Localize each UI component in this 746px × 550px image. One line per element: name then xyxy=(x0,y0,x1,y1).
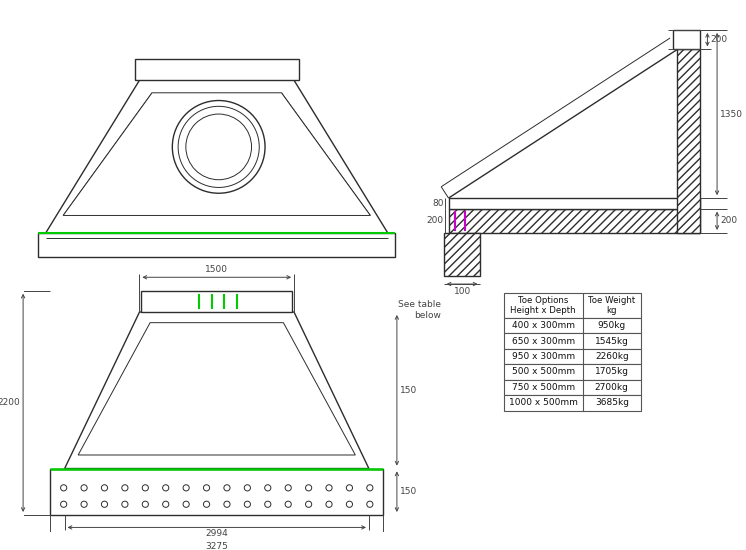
Circle shape xyxy=(81,485,87,491)
Bar xyxy=(677,50,700,233)
Text: 150: 150 xyxy=(400,487,417,496)
Circle shape xyxy=(183,485,189,491)
Text: 2260kg: 2260kg xyxy=(595,352,629,361)
Circle shape xyxy=(265,501,271,507)
Text: Toe Weight
kg: Toe Weight kg xyxy=(588,295,636,315)
Text: 2994: 2994 xyxy=(205,529,228,538)
Circle shape xyxy=(60,485,66,491)
Text: 1705kg: 1705kg xyxy=(595,367,629,376)
Bar xyxy=(504,349,641,364)
Circle shape xyxy=(183,501,189,507)
Circle shape xyxy=(265,485,271,491)
Circle shape xyxy=(326,501,332,507)
Bar xyxy=(38,233,395,257)
Text: 3685kg: 3685kg xyxy=(595,398,629,408)
Circle shape xyxy=(204,501,210,507)
Circle shape xyxy=(142,501,148,507)
Bar xyxy=(444,233,480,276)
Circle shape xyxy=(346,485,353,491)
Text: 950kg: 950kg xyxy=(598,321,626,330)
Text: See table
below: See table below xyxy=(398,300,441,320)
Circle shape xyxy=(163,501,169,507)
Bar xyxy=(504,379,641,395)
Circle shape xyxy=(244,501,251,507)
Text: 500 x 500mm: 500 x 500mm xyxy=(512,367,574,376)
Text: 1545kg: 1545kg xyxy=(595,337,629,345)
Bar xyxy=(504,333,641,349)
Text: 3275: 3275 xyxy=(205,542,228,550)
Text: 1350: 1350 xyxy=(720,109,743,119)
Text: 200: 200 xyxy=(710,35,727,44)
Text: 150: 150 xyxy=(400,386,417,395)
Circle shape xyxy=(122,485,128,491)
Circle shape xyxy=(178,106,260,188)
Circle shape xyxy=(101,501,107,507)
Bar xyxy=(135,59,299,80)
Bar xyxy=(142,291,292,312)
Text: 400 x 300mm: 400 x 300mm xyxy=(512,321,574,330)
Polygon shape xyxy=(78,323,355,455)
Text: 2200: 2200 xyxy=(0,398,20,408)
Bar xyxy=(504,318,641,333)
Circle shape xyxy=(142,485,148,491)
Text: 200: 200 xyxy=(720,216,737,225)
Circle shape xyxy=(186,114,251,180)
Text: 650 x 300mm: 650 x 300mm xyxy=(512,337,574,345)
Text: 100: 100 xyxy=(454,287,471,296)
Circle shape xyxy=(60,501,66,507)
Circle shape xyxy=(306,485,312,491)
Circle shape xyxy=(346,501,353,507)
Polygon shape xyxy=(46,80,388,233)
Circle shape xyxy=(172,101,265,193)
Text: 200: 200 xyxy=(427,216,444,225)
Bar xyxy=(448,208,700,233)
Bar xyxy=(504,293,641,318)
Circle shape xyxy=(122,501,128,507)
Circle shape xyxy=(101,485,107,491)
Bar xyxy=(504,395,641,410)
Bar xyxy=(673,30,700,50)
Bar xyxy=(448,198,700,208)
Circle shape xyxy=(244,485,251,491)
Circle shape xyxy=(204,485,210,491)
Circle shape xyxy=(224,501,230,507)
Text: 1500: 1500 xyxy=(205,266,228,274)
Polygon shape xyxy=(65,312,369,469)
Circle shape xyxy=(81,501,87,507)
Polygon shape xyxy=(63,93,370,216)
Circle shape xyxy=(285,501,291,507)
Text: 750 x 500mm: 750 x 500mm xyxy=(512,383,574,392)
Text: 2700kg: 2700kg xyxy=(595,383,629,392)
Circle shape xyxy=(306,501,312,507)
Text: 950 x 300mm: 950 x 300mm xyxy=(512,352,574,361)
Circle shape xyxy=(367,485,373,491)
Circle shape xyxy=(224,485,230,491)
Bar xyxy=(504,364,641,380)
Circle shape xyxy=(163,485,169,491)
Text: Toe Options
Height x Depth: Toe Options Height x Depth xyxy=(510,295,576,315)
Text: 80: 80 xyxy=(432,199,444,208)
Circle shape xyxy=(326,485,332,491)
Bar xyxy=(50,469,383,515)
Text: 1000 x 500mm: 1000 x 500mm xyxy=(509,398,577,408)
Circle shape xyxy=(285,485,291,491)
Circle shape xyxy=(367,501,373,507)
